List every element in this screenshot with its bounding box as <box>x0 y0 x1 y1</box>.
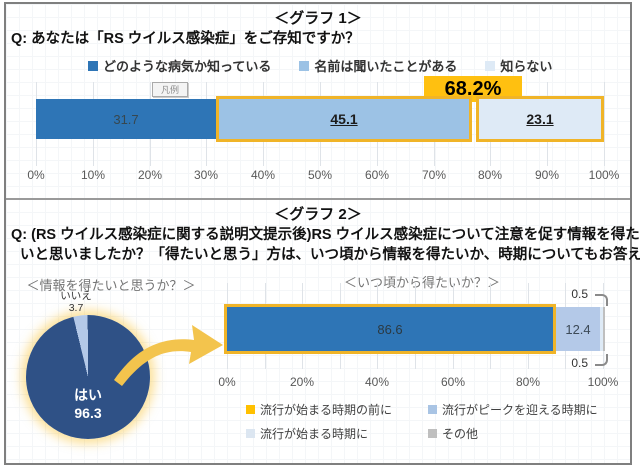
x-axis-tick-label: 30% <box>193 168 219 182</box>
pie-slice-value: 3.7 <box>68 302 84 315</box>
bar-segment-value: 23.1 <box>526 111 554 127</box>
legend-label: どのような病気か知っている <box>103 59 272 74</box>
legend-label: 名前は聞いたことがある <box>314 59 458 74</box>
x-axis-tick-label: 80% <box>477 168 503 182</box>
x-axis-tick-label: 100% <box>588 168 620 182</box>
bar-segment-knows-disease: 31.7 <box>36 99 216 139</box>
pie-label-no: いいえ 3.7 <box>46 290 106 314</box>
legend-swatch-medium-blue <box>299 60 310 71</box>
arrow-icon <box>114 325 223 386</box>
gridline <box>265 283 266 369</box>
gridline <box>604 82 605 166</box>
legend-item-unknown: 知らない <box>485 56 552 75</box>
pie-slice-label: いいえ <box>60 290 92 302</box>
legend-item-knows-disease: どのような病気か知っている <box>88 56 271 75</box>
legend-item-start-season: 流行が始まる時期に <box>246 425 368 442</box>
graph2-title: ＜グラフ 2＞ <box>274 206 362 223</box>
gridline <box>453 283 454 369</box>
bar-segment-heard-name: 45.1 <box>216 96 472 142</box>
bar-segment-value: 12.4 <box>565 321 591 337</box>
gridline <box>227 283 228 369</box>
x-axis-tick-label: 80% <box>515 375 541 389</box>
section-divider <box>6 198 630 200</box>
x-axis-tick-label: 40% <box>364 375 390 389</box>
callout-value-bottom: 0.5 <box>571 356 588 370</box>
legend-swatch-orange <box>246 405 255 414</box>
graph1-plot-area: 凡例 68.2% 31.7 45.1 23.1 0% 10% 20% 30% 4… <box>6 74 634 196</box>
callout-leader-bottom <box>595 354 608 366</box>
bar-segment-value: 86.6 <box>377 321 403 337</box>
pie-subtitle: ＜情報を得たいと思うか？＞ <box>26 278 196 293</box>
legend-label: 流行が始まる時期に <box>260 427 369 441</box>
legend-item-peak-season: 流行がピークを迎える時期に <box>428 401 598 418</box>
legend-item-heard-name: 名前は聞いたことがある <box>299 56 457 75</box>
x-axis-tick-label: 10% <box>80 168 106 182</box>
bar-segment-value: 45.1 <box>330 111 358 127</box>
bar2-subtitle: ＜いつ頃から得たいか？＞ <box>343 275 500 290</box>
x-axis-tick-label: 50% <box>307 168 333 182</box>
legend-label: 知らない <box>500 59 553 74</box>
legend-button[interactable]: 凡例 <box>152 82 188 97</box>
bar-segment-value: 31.7 <box>113 111 139 127</box>
bar-segment-start-season <box>600 307 603 351</box>
report-panel: ＜グラフ 1＞ Q: あなたは「RS ウイルス感染症」をご存知ですか？ どのよう… <box>4 2 640 465</box>
bar-segment-other <box>603 307 605 351</box>
x-axis-tick-label: 0% <box>27 168 45 182</box>
graph1-legend: どのような病気か知っている 名前は聞いたことがある 知らない <box>88 56 552 75</box>
bar-segment-unknown: 23.1 <box>476 96 604 142</box>
gridline <box>490 283 491 369</box>
legend-swatch-pale-blue <box>485 60 496 71</box>
bar-segment-peak-season: 12.4 <box>556 307 600 351</box>
legend-swatch-light-blue <box>428 405 437 414</box>
pie-slice-label: はい <box>74 387 102 403</box>
legend-swatch-gray <box>428 429 437 438</box>
legend-label: 流行が始まる時期の前に <box>260 403 393 417</box>
graph1-title: ＜グラフ 1＞ <box>274 10 362 27</box>
graph2-question-line1: Q: (RS ウイルス感染症に関する説明文提示後)RS ウイルス感染症について注… <box>11 227 640 243</box>
x-axis-tick-label: 60% <box>440 375 466 389</box>
legend-item-other: その他 <box>428 425 478 442</box>
callout-leader-top <box>595 294 608 306</box>
gridline <box>603 283 604 369</box>
gridline <box>377 283 378 369</box>
gridline <box>302 283 303 369</box>
callout-value-top: 0.5 <box>571 287 588 301</box>
legend-swatch-dark-blue <box>88 60 98 71</box>
gridline <box>340 283 341 369</box>
legend-label: 流行がピークを迎える時期に <box>442 403 598 417</box>
x-axis-tick-label: 20% <box>137 168 163 182</box>
pie-slice-value: 96.3 <box>74 404 102 421</box>
x-axis-tick-label: 60% <box>364 168 390 182</box>
graph1-question: Q: あなたは「RS ウイルス感染症」をご存知ですか？ <box>11 31 360 47</box>
legend-swatch-pale-blue <box>246 429 255 438</box>
graph2-question-line2: いと思いましたか？「得たいと思う」方は、いつ頃から情報を得たいか、時期についても… <box>20 247 640 263</box>
pie-label-yes: はい 96.3 <box>48 387 128 422</box>
x-axis-tick-label: 40% <box>250 168 276 182</box>
x-axis-tick-label: 70% <box>421 168 447 182</box>
bar-segment-before-season: 86.6 <box>224 304 556 354</box>
gridline <box>415 283 416 369</box>
gridline <box>565 283 566 369</box>
legend-label: その他 <box>442 427 479 441</box>
legend-item-before-season: 流行が始まる時期の前に <box>246 401 392 418</box>
x-axis-tick-label: 90% <box>534 168 560 182</box>
x-axis-tick-label: 20% <box>289 375 315 389</box>
x-axis-tick-label: 100% <box>587 375 619 389</box>
gridline <box>528 283 529 369</box>
